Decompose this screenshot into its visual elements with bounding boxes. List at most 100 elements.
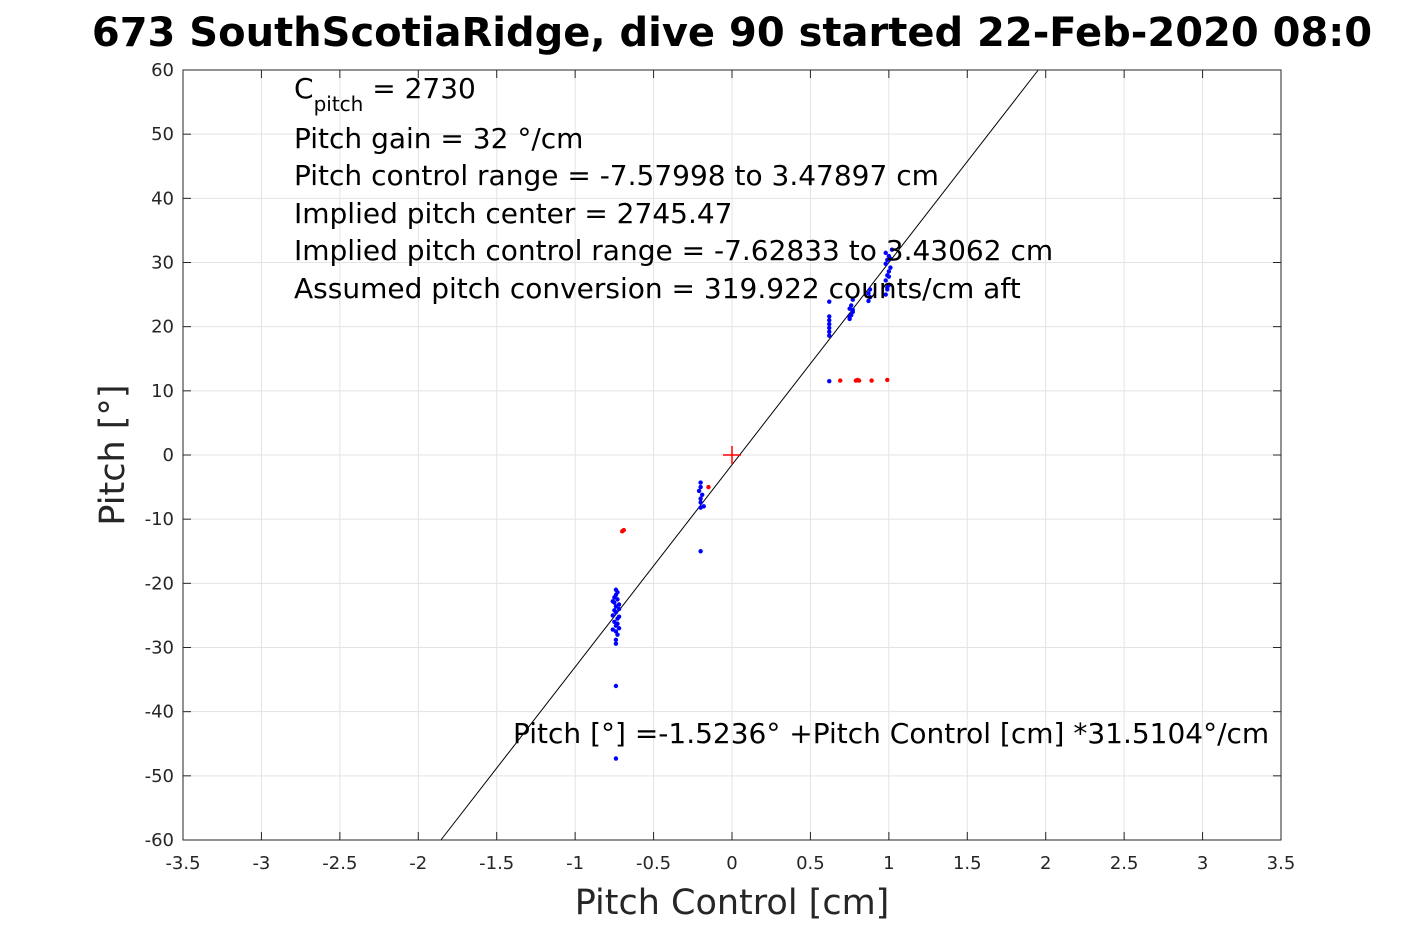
data-point: [888, 265, 893, 270]
data-point: [698, 484, 703, 490]
data-point: [827, 314, 832, 319]
data-point: [827, 321, 832, 327]
data-point: [699, 492, 705, 497]
c-pitch-value: = 2730: [363, 72, 476, 105]
data-point: [883, 250, 888, 256]
assumed-pitch-conversion-label: Assumed pitch conversion = 319.922 count…: [294, 272, 1021, 305]
center-marker: [723, 446, 741, 464]
y-tick-label: 50: [151, 124, 174, 145]
data-point: [698, 480, 703, 485]
chart-title: 673 SouthScotiaRidge, dive 90 started 22…: [92, 10, 1372, 56]
c-pitch-subscript: pitch: [314, 92, 364, 116]
data-point: [610, 613, 615, 618]
data-points: [610, 247, 895, 761]
c-pitch-main: C: [294, 72, 314, 105]
y-axis-label: Pitch [°]: [93, 384, 133, 525]
data-point: [706, 484, 711, 490]
data-point: [615, 621, 620, 626]
data-point: [883, 292, 888, 297]
y-tick-label: -50: [145, 766, 174, 787]
data-point: [615, 590, 620, 595]
x-tick-label: 2.5: [1110, 853, 1139, 874]
data-point: [886, 274, 892, 279]
fit-equation-label: Pitch [°] =-1.5236° +Pitch Control [cm] …: [513, 717, 1269, 750]
y-tick-label: -60: [145, 830, 174, 851]
y-tick-label: 40: [151, 188, 174, 209]
data-point: [866, 298, 871, 304]
y-tick-label: 60: [151, 60, 174, 81]
c-pitch-label: Cpitch = 2730: [294, 72, 476, 116]
pitch-control-range-label: Pitch control range = -7.57998 to 3.4789…: [294, 159, 939, 192]
data-point: [696, 488, 702, 494]
data-point: [847, 314, 852, 320]
data-point: [869, 378, 874, 383]
y-tick-label: 30: [151, 253, 174, 274]
y-tick-label: -10: [145, 509, 174, 530]
data-point: [610, 599, 615, 604]
data-point: [889, 247, 895, 252]
data-point: [620, 529, 625, 534]
data-point: [838, 378, 843, 383]
implied-pitch-control-range-label: Implied pitch control range = -7.62833 t…: [294, 234, 1053, 267]
pitch-gain-label: Pitch gain = 32 °/cm: [294, 122, 583, 155]
x-tick-label: 1.5: [953, 853, 982, 874]
data-point: [885, 377, 890, 383]
data-point: [827, 333, 832, 338]
data-point: [850, 307, 855, 313]
data-point: [849, 303, 854, 308]
data-point: [698, 549, 703, 554]
x-tick-label: 3: [1197, 853, 1208, 874]
data-point: [866, 291, 871, 296]
data-point: [888, 256, 893, 261]
data-point: [612, 595, 617, 600]
x-tick-label: 2: [1040, 853, 1051, 874]
data-point: [827, 299, 832, 304]
data-point: [867, 287, 873, 292]
x-tick-label: -2: [409, 853, 427, 874]
x-tick-label: -1: [566, 853, 584, 874]
x-tick-label: -1.5: [479, 853, 514, 874]
x-tick-label: -3.5: [165, 853, 200, 874]
data-point: [886, 269, 892, 274]
x-tick-label: -0.5: [636, 853, 671, 874]
data-point: [883, 261, 888, 266]
y-tick-label: -40: [145, 702, 174, 723]
x-tick-label: 3.5: [1267, 853, 1296, 874]
data-point: [827, 325, 832, 331]
axis-ticks: -3.5 -3 -2.5 -2 -1.5 -1 -0.5 0 0.5 1 1.5 2 2.5 3 3.5 -6…: [145, 60, 1296, 874]
data-point: [856, 378, 862, 383]
data-point: [616, 602, 622, 607]
data-point: [613, 683, 619, 689]
data-point: [616, 614, 622, 619]
data-point: [827, 379, 832, 384]
data-point: [615, 632, 620, 637]
data-point: [613, 637, 619, 642]
implied-pitch-center-label: Implied pitch center = 2745.47: [294, 197, 732, 230]
data-point: [616, 626, 622, 631]
data-point: [613, 756, 619, 761]
y-tick-label: 10: [151, 381, 174, 402]
y-tick-label: -30: [145, 638, 174, 659]
data-point: [827, 318, 832, 323]
data-point: [827, 329, 832, 334]
data-point: [610, 627, 615, 632]
annotation-block: Cpitch = 2730 Pitch gain = 32 °/cm Pitch…: [294, 72, 1269, 750]
data-point: [698, 500, 703, 505]
data-point: [698, 496, 703, 501]
x-tick-label: -2.5: [322, 853, 357, 874]
data-point: [613, 641, 619, 646]
grid-lines: [183, 70, 1281, 840]
data-point: [883, 278, 888, 283]
x-axis-label: Pitch Control [cm]: [575, 883, 890, 923]
data-point: [616, 606, 622, 612]
x-tick-label: 0: [726, 853, 737, 874]
data-point: [698, 505, 703, 510]
data-point: [612, 608, 617, 613]
y-tick-label: 20: [151, 317, 174, 338]
y-tick-label: 0: [163, 445, 174, 466]
data-point: [850, 297, 855, 302]
x-tick-label: -3: [252, 853, 270, 874]
x-tick-label: 1: [883, 853, 894, 874]
data-point: [885, 285, 890, 290]
